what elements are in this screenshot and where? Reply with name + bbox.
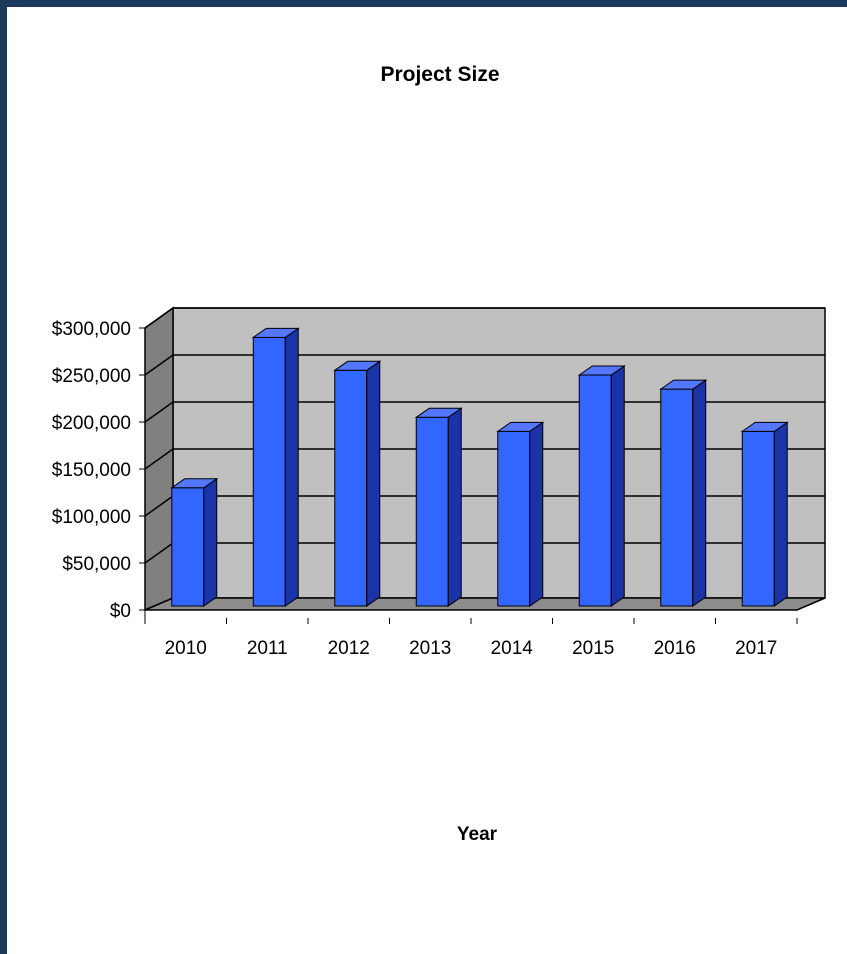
bar-side (447, 407, 462, 607)
gridline (144, 307, 825, 329)
y-tick-label: $100,000 (52, 507, 131, 528)
x-tick-label: 2013 (409, 638, 451, 659)
y-tick-label: $50,000 (62, 554, 131, 575)
plot-area: $0 $50,000 $100,000 $150,000 $200,000 $250,00… (52, 306, 826, 659)
bar-chart: Project Size Year $0 $50,000 $100,000 $150,… (52, 63, 826, 845)
floor (144, 597, 826, 611)
bar (741, 430, 775, 607)
chart-title: Project Size (380, 63, 499, 86)
bar (497, 430, 531, 607)
y-tick-label: $300,000 (52, 319, 131, 340)
bar-side (692, 379, 707, 607)
bar-top (414, 407, 463, 418)
y-tick-label: $250,000 (52, 366, 131, 387)
bar (415, 416, 449, 607)
bar-side (203, 477, 218, 607)
bar (171, 487, 205, 607)
bar-side (610, 365, 625, 607)
y-tick-label: $0 (110, 601, 131, 622)
bar-top (577, 365, 626, 376)
bar-side (284, 327, 299, 607)
bar-top (659, 379, 708, 390)
x-tick-label: 2017 (735, 638, 777, 659)
gridline (144, 354, 825, 376)
x-tick-label: 2015 (572, 638, 614, 659)
bar-top (251, 327, 300, 338)
bar (660, 388, 694, 607)
bar (578, 374, 612, 607)
bar-top (496, 421, 545, 432)
x-tick-label: 2012 (328, 638, 370, 659)
y-tick-label: $150,000 (52, 460, 131, 481)
bar (334, 369, 368, 607)
x-tick-label: 2011 (247, 638, 288, 659)
bar-side (529, 421, 544, 607)
x-axis-label: Year (457, 824, 498, 845)
x-tick-label: 2014 (491, 638, 534, 659)
y-tick-label: $200,000 (52, 413, 131, 434)
bar-top (170, 478, 219, 489)
bar (252, 336, 286, 607)
chart-frame: Project Size Year $0 $50,000 $100,000 $150,… (7, 7, 847, 954)
bar-side (366, 360, 381, 607)
x-tick-label: 2010 (165, 638, 207, 659)
bar-top (333, 360, 382, 371)
bar-top (740, 421, 789, 432)
x-tick-label: 2016 (654, 638, 696, 659)
bar-side (773, 421, 788, 607)
